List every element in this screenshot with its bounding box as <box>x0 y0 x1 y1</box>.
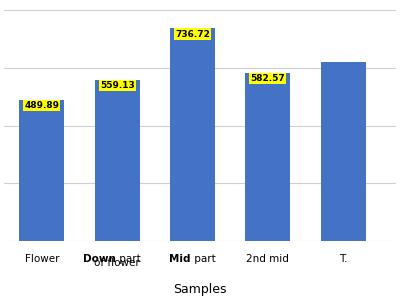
Bar <box>320 62 366 241</box>
Bar <box>19 100 64 241</box>
Bar <box>170 28 215 241</box>
Text: 559.13: 559.13 <box>100 81 134 90</box>
Text: 736.72: 736.72 <box>175 29 210 38</box>
Text: Mid: Mid <box>170 254 191 264</box>
Text: of flower: of flower <box>94 258 140 268</box>
Text: Down: Down <box>83 254 116 264</box>
Text: 2nd mid: 2nd mid <box>246 254 289 264</box>
Text: part: part <box>191 254 216 264</box>
Text: T.: T. <box>339 254 347 264</box>
Text: 489.89: 489.89 <box>24 101 59 110</box>
Text: Flower: Flower <box>24 254 59 264</box>
Text: 582.57: 582.57 <box>250 74 285 83</box>
Bar <box>245 73 290 241</box>
X-axis label: Samples: Samples <box>173 283 227 296</box>
Text: part: part <box>116 254 140 264</box>
Bar <box>94 80 140 241</box>
